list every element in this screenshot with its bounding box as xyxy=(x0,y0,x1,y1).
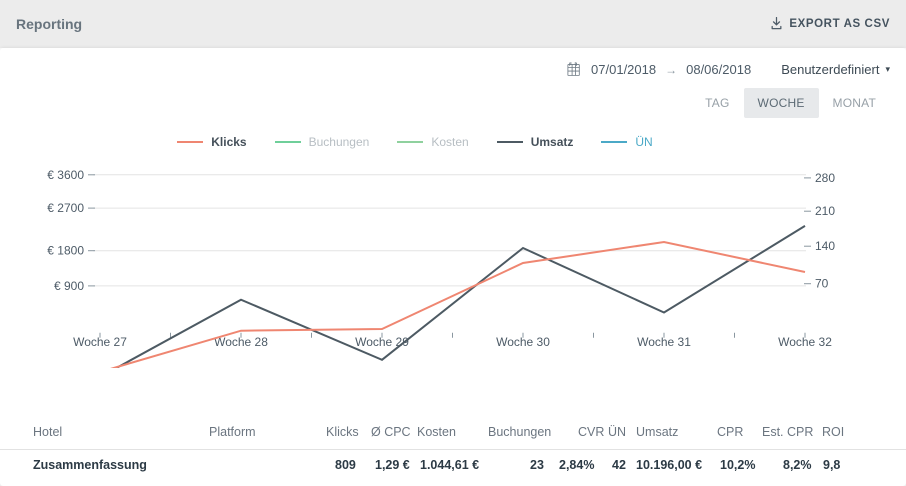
svg-text:70: 70 xyxy=(815,277,829,291)
svg-text:Woche 32: Woche 32 xyxy=(778,335,832,349)
svg-text:€ 900: € 900 xyxy=(54,279,84,293)
svg-text:210: 210 xyxy=(815,204,835,218)
svg-text:€ 1800: € 1800 xyxy=(47,244,84,258)
svg-text:€ 3600: € 3600 xyxy=(47,168,84,182)
svg-text:Woche 29: Woche 29 xyxy=(355,335,409,349)
svg-text:Woche 27: Woche 27 xyxy=(73,335,127,349)
svg-text:Woche 30: Woche 30 xyxy=(496,335,550,349)
svg-text:280: 280 xyxy=(815,171,835,185)
svg-text:Woche 31: Woche 31 xyxy=(637,335,691,349)
svg-text:€ 2700: € 2700 xyxy=(47,201,84,215)
svg-text:140: 140 xyxy=(815,239,835,253)
